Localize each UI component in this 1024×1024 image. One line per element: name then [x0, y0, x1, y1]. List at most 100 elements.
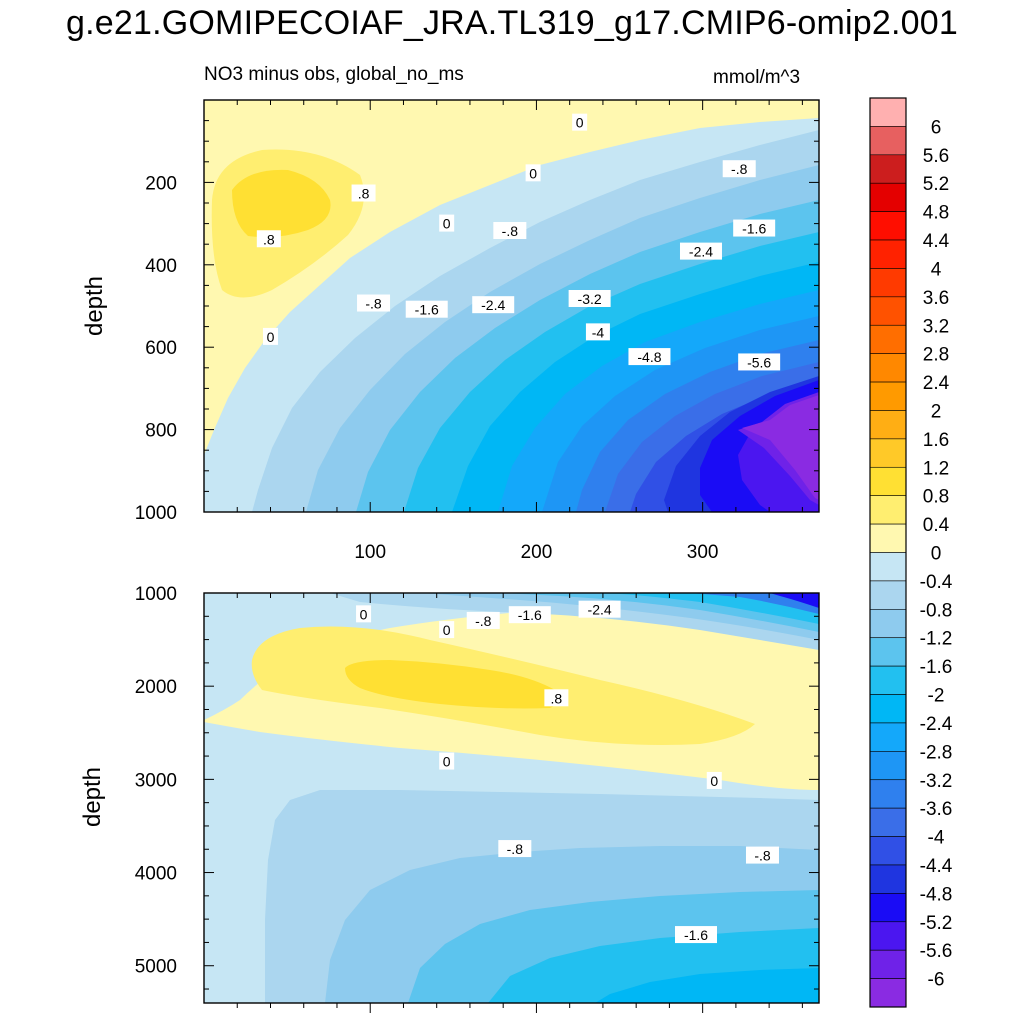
colorbar-swatch — [869, 381, 907, 411]
colorbar-label: -1.6 — [920, 657, 953, 678]
colorbar-label: -2.8 — [920, 742, 953, 763]
colorbar-swatch — [869, 893, 907, 923]
contour-label: -1.6 — [742, 221, 766, 237]
contour-label-box — [722, 160, 756, 178]
level-neg60 — [742, 395, 819, 500]
y-tick-label: 800 — [145, 421, 177, 442]
upper-tick-marks — [204, 100, 819, 513]
colorbar-swatch — [869, 694, 907, 724]
chart-title: g.e21.GOMIPECOIAF_JRA.TL319_g17.CMIP6-om… — [66, 4, 958, 42]
colorbar-label: 3.2 — [923, 316, 949, 337]
colorbar-swatch — [869, 836, 907, 866]
x-tick-label: 100 — [354, 542, 386, 563]
colorbar-swatch — [869, 807, 907, 837]
level-neg20 — [595, 968, 819, 1003]
contour-label-box — [578, 600, 621, 618]
contour-label-box — [679, 242, 722, 260]
y-tick-label: 1000 — [135, 503, 177, 524]
x-tick-label: 300 — [687, 542, 719, 563]
contour-label-box — [405, 300, 448, 318]
y-tick-label: 2000 — [135, 677, 177, 698]
negative-band-top-5 — [690, 593, 819, 614]
colorbar-swatch — [869, 239, 907, 269]
contour-label-box — [585, 323, 610, 341]
units-label: mmol/m^3 — [713, 67, 801, 88]
colorbar: 6 5.6 5.2 4.8 4.4 4 3.6 3.2 2.8 2.4 2 1.6 1.2 0.8 0.4 0… — [869, 97, 953, 1008]
lower-panel: 1000 2000 3000 4000 5000 0 0 -.8 -1.6 -2.4 .8 0 0 -.… — [135, 584, 820, 1013]
contour-label: 0 — [443, 754, 451, 770]
contour-label: 0 — [360, 606, 368, 622]
colorbar-swatch — [869, 182, 907, 212]
colorbar-swatch — [869, 353, 907, 383]
colorbar-label: -2.4 — [920, 714, 953, 735]
colorbar-swatch — [869, 466, 907, 496]
lower-tick-labels: 1000 2000 3000 4000 5000 — [135, 584, 177, 978]
contour-label: -4 — [592, 324, 605, 340]
contour-label: -5.6 — [747, 354, 771, 370]
colorbar-label: -4.4 — [920, 856, 953, 877]
colorbar-swatch — [869, 410, 907, 440]
y-tick-label: 200 — [145, 173, 177, 194]
colorbar-swatch — [869, 552, 907, 582]
contour-label: .8 — [551, 690, 563, 706]
contour-label: 0 — [267, 329, 275, 345]
contour-label-box — [439, 621, 455, 639]
contour-label: -.8 — [475, 613, 492, 629]
colorbar-label: 0 — [931, 544, 942, 565]
upper-y-axis-label: depth — [81, 276, 108, 336]
colorbar-swatch — [869, 495, 907, 525]
contour-label-box — [357, 294, 391, 312]
contour-label: -1.6 — [518, 607, 542, 623]
colorbar-label: 2.4 — [923, 373, 950, 394]
colorbar-swatch — [869, 296, 907, 326]
contour-label: -1.6 — [684, 927, 708, 943]
colorbar-label: 5.6 — [923, 146, 949, 167]
colorbar-label: -2 — [928, 686, 945, 707]
colorbar-swatch — [869, 751, 907, 781]
contour-label-box — [262, 327, 278, 345]
y-tick-label: 600 — [145, 338, 177, 359]
contour-label: 0 — [576, 115, 584, 131]
contour-label-box — [472, 296, 515, 314]
contour-label: 0 — [710, 773, 718, 789]
contour-label-box — [675, 926, 717, 944]
contour-label-box — [256, 230, 281, 248]
contour-label: .8 — [358, 186, 370, 202]
colorbar-label: 1.6 — [923, 430, 949, 451]
contour-label-box — [466, 611, 500, 629]
contour-label-box — [439, 752, 455, 770]
colorbar-label: 5.2 — [923, 174, 949, 195]
contour-label-box — [544, 689, 569, 707]
colorbar-label: 3.6 — [923, 288, 949, 309]
colorbar-label: -5.2 — [920, 913, 953, 934]
contour-label: .8 — [263, 231, 275, 247]
colorbar-swatch — [869, 324, 907, 354]
x-tick-label: 200 — [521, 542, 553, 563]
y-tick-label: 5000 — [135, 957, 177, 978]
contour-label: 0 — [443, 216, 451, 232]
chart-subtitle: NO3 minus obs, global_no_ms — [204, 64, 464, 85]
y-tick-label: 400 — [145, 256, 177, 277]
colorbar-swatch — [869, 864, 907, 894]
colorbar-label: -3.2 — [920, 771, 953, 792]
colorbar-swatch — [869, 609, 907, 639]
colorbar-swatch — [869, 438, 907, 468]
colorbar-swatch — [869, 665, 907, 695]
contour-label-box — [493, 222, 527, 240]
lower-y-axis-label: depth — [79, 767, 106, 827]
contour-label: -1.6 — [415, 302, 439, 318]
colorbar-label: -0.4 — [920, 572, 953, 593]
colorbar-swatch — [869, 779, 907, 809]
colorbar-label: 4.4 — [923, 231, 950, 252]
colorbar-label: 2.8 — [923, 345, 949, 366]
colorbar-swatch — [869, 580, 907, 610]
colorbar-label: 6 — [931, 117, 942, 138]
contour-label-box — [706, 771, 722, 789]
contour-label: -2.4 — [481, 297, 505, 313]
contour-label: -.8 — [731, 161, 748, 177]
colorbar-swatch — [869, 268, 907, 298]
colorbar-swatch — [869, 722, 907, 752]
contour-label-box — [508, 606, 551, 624]
contour-label: -.8 — [507, 841, 524, 857]
